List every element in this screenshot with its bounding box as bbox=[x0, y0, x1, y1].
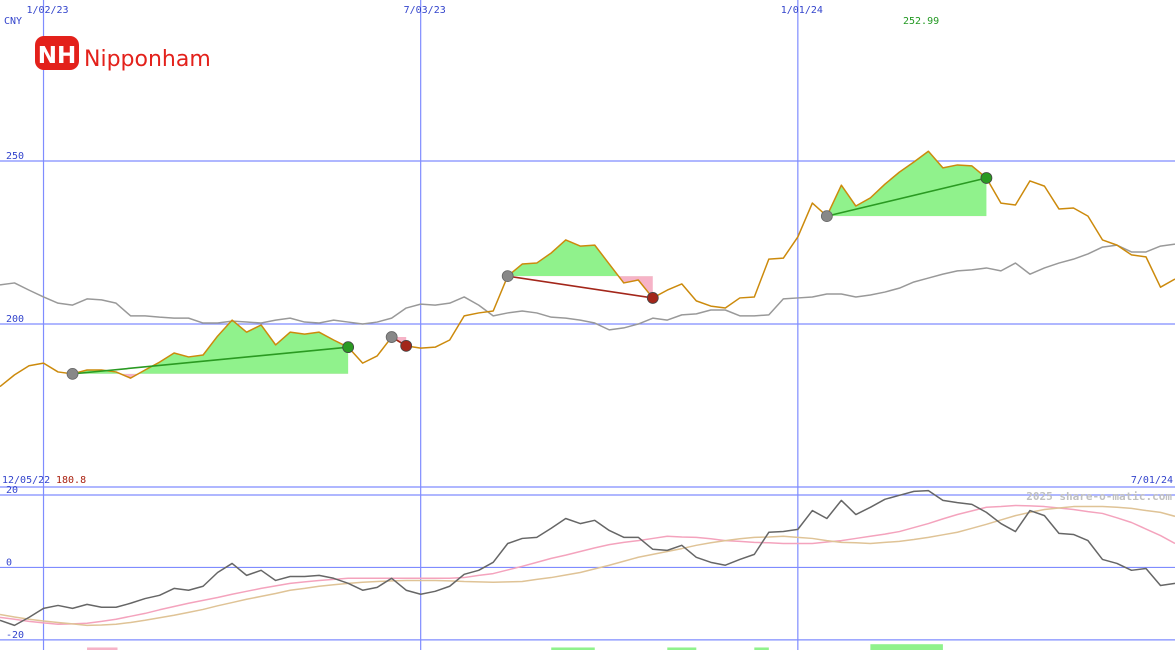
start-date-label: 12/05/22 bbox=[2, 475, 50, 486]
logo: NH Nipponham bbox=[35, 36, 211, 72]
gain-area bbox=[72, 320, 349, 374]
signal-bar bbox=[754, 647, 769, 650]
end-date-label: 7/01/24 bbox=[1131, 475, 1173, 486]
signal-bar bbox=[551, 647, 595, 650]
x-tick-label: 1/02/23 bbox=[26, 5, 68, 16]
series-line bbox=[0, 505, 1175, 627]
trade-end-dot bbox=[342, 341, 355, 354]
series-line bbox=[0, 489, 1175, 627]
trade-start-dot bbox=[820, 210, 833, 223]
high-label: 252.99 bbox=[903, 16, 939, 27]
trade-start-dot bbox=[385, 331, 398, 343]
trade-line bbox=[72, 346, 349, 375]
trade-line bbox=[507, 275, 653, 299]
trade-start-dot bbox=[66, 367, 79, 380]
gain-area bbox=[507, 239, 653, 277]
y-tick-label: 20 bbox=[6, 485, 18, 496]
logo-badge bbox=[35, 36, 79, 70]
logo-name: Nipponham bbox=[84, 47, 211, 72]
currency-label: CNY bbox=[4, 16, 22, 27]
trade-end-dot bbox=[980, 172, 993, 184]
series-line bbox=[0, 243, 1175, 331]
loss-area bbox=[72, 373, 349, 379]
series-line bbox=[0, 504, 1175, 626]
loss-area bbox=[507, 276, 653, 298]
logo-mark: NH bbox=[38, 43, 77, 69]
x-tick-label: 1/01/24 bbox=[781, 5, 823, 16]
y-tick-label: 200 bbox=[6, 314, 24, 325]
series-line bbox=[0, 150, 1175, 388]
signal-bar bbox=[667, 647, 697, 650]
trade-end-dot bbox=[646, 292, 659, 304]
watermark: 2025 share-o-matic.com bbox=[1026, 490, 1172, 503]
signal-bar bbox=[870, 644, 943, 650]
marks-layer bbox=[0, 150, 1175, 650]
trade-end-dot bbox=[400, 339, 413, 352]
trade-line bbox=[826, 177, 987, 217]
x-tick-label: 7/03/23 bbox=[404, 5, 446, 16]
signal-bar bbox=[87, 647, 118, 650]
trade-start-dot bbox=[501, 270, 514, 282]
low-label: 180.8 bbox=[56, 475, 86, 486]
y-tick-label: 250 bbox=[6, 151, 24, 162]
y-tick-label: -20 bbox=[6, 630, 24, 641]
y-tick-label: 0 bbox=[6, 557, 12, 568]
